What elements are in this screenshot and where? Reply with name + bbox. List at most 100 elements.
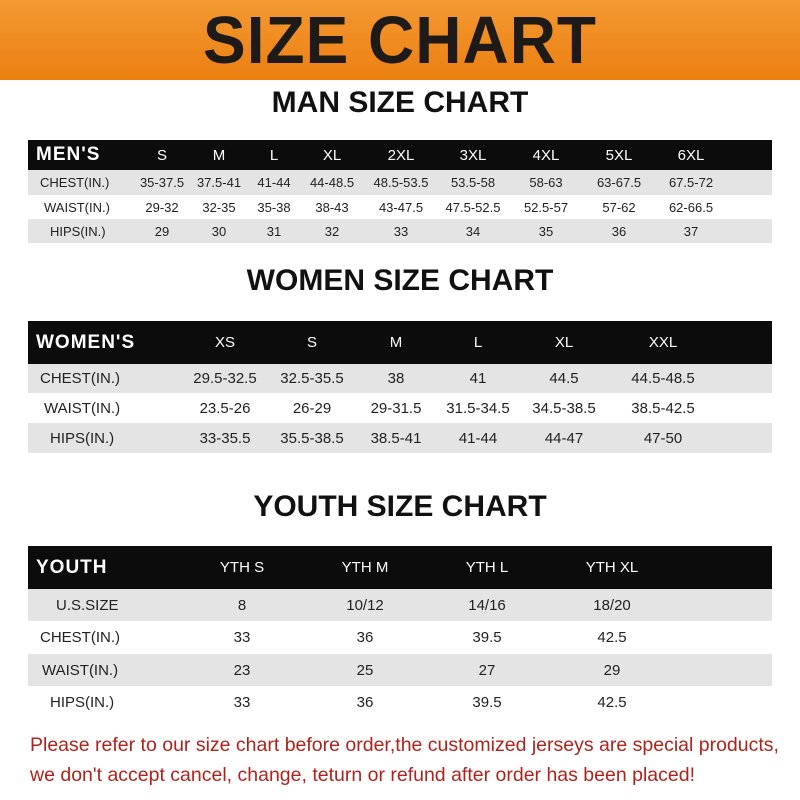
size-header: XL bbox=[554, 334, 574, 351]
table-cell: 42.5 bbox=[597, 629, 627, 646]
table-cell: 33-35.5 bbox=[199, 429, 251, 447]
table-cell: 35 bbox=[538, 223, 554, 239]
table-row: U.S.SIZE 8 10/12 14/16 18/20 bbox=[28, 589, 772, 621]
table-cell: 35-38 bbox=[257, 199, 291, 215]
table-cell: 29-32 bbox=[145, 199, 179, 215]
table-row: WAIST(IN.) 23.5-26 26-29 29-31.5 31.5-34.5 34… bbox=[28, 393, 772, 423]
row-label: WAIST(IN.) bbox=[44, 399, 121, 417]
size-header: L bbox=[269, 146, 279, 164]
table-cell: 36 bbox=[356, 694, 374, 711]
row-label: WAIST(IN.) bbox=[42, 661, 119, 679]
size-header: S bbox=[156, 146, 168, 164]
note-line-2: we don't accept cancel, change, teturn o… bbox=[30, 764, 695, 786]
size-header: XL bbox=[322, 146, 342, 164]
table-cell: 47-50 bbox=[643, 429, 683, 447]
table-cell: 32-35 bbox=[202, 199, 236, 215]
table-cell: 26-29 bbox=[292, 399, 332, 417]
size-header: YTH XL bbox=[585, 559, 639, 576]
table-cell: 44-48.5 bbox=[309, 175, 355, 190]
table-cell: 52.5-57 bbox=[523, 199, 569, 215]
table-row: CHEST(IN.) 29.5-32.5 32.5-35.5 38 41 44.5 44.5… bbox=[28, 364, 772, 393]
table-cell: 35-37.5 bbox=[139, 175, 185, 190]
table-cell: 23 bbox=[233, 661, 251, 679]
row-label: HIPS(IN.) bbox=[50, 429, 115, 447]
table-cell: 62-66.5 bbox=[668, 199, 714, 215]
table-row: CHEST(IN.) 33 36 39.5 42.5 bbox=[28, 621, 772, 654]
table-cell: 33 bbox=[233, 694, 251, 711]
men-header-row: MEN'S S M L XL 2XL 3XL 4XL 5XL 6XL bbox=[28, 140, 772, 170]
table-cell: 31 bbox=[266, 223, 282, 239]
table-cell: 33 bbox=[393, 223, 409, 239]
size-header: 5XL bbox=[605, 146, 633, 164]
table-cell: 36 bbox=[356, 629, 374, 646]
table-cell: 43-47.5 bbox=[378, 199, 424, 215]
row-label: CHEST(IN.) bbox=[40, 629, 120, 646]
row-label: WAIST(IN.) bbox=[44, 199, 110, 215]
table-row: WAIST(IN.) 29-32 32-35 35-38 38-43 43-47.5 47.… bbox=[28, 195, 772, 219]
table-cell: 37 bbox=[683, 223, 699, 239]
table-cell: 38.5-41 bbox=[370, 429, 422, 447]
table-cell: 29 bbox=[603, 661, 621, 679]
table-cell: 18/20 bbox=[593, 596, 631, 614]
table-cell: 14/16 bbox=[468, 596, 506, 614]
women-title: WOMEN SIZE CHART bbox=[246, 264, 554, 297]
table-cell: 41 bbox=[469, 370, 487, 387]
table-cell: 34 bbox=[465, 223, 481, 239]
table-cell: 31.5-34.5 bbox=[446, 399, 510, 417]
size-header: 2XL bbox=[387, 146, 415, 164]
table-cell: 47.5-52.5 bbox=[445, 199, 501, 215]
row-label: HIPS(IN.) bbox=[50, 223, 106, 239]
size-header: M bbox=[212, 146, 226, 164]
table-cell: 29 bbox=[154, 223, 170, 239]
table-cell: 67.5-72 bbox=[668, 175, 714, 190]
youth-header-row: YOUTH YTH S YTH M YTH L YTH XL bbox=[28, 546, 772, 589]
table-cell: 39.5 bbox=[472, 694, 502, 711]
table-cell: 34.5-38.5 bbox=[532, 399, 596, 417]
table-cell: 44-47 bbox=[544, 429, 584, 447]
table-cell: 32 bbox=[324, 223, 340, 239]
table-cell: 29-31.5 bbox=[370, 399, 422, 417]
table-row: HIPS(IN.) 33 36 39.5 42.5 bbox=[28, 686, 772, 719]
table-row: HIPS(IN.) 29 30 31 32 33 34 35 36 37 bbox=[28, 219, 772, 243]
size-header: L bbox=[473, 334, 483, 351]
table-cell: 27 bbox=[478, 661, 496, 679]
table-cell: 38 bbox=[387, 370, 405, 387]
table-cell: 23.5-26 bbox=[199, 399, 251, 417]
size-header: XXL bbox=[648, 334, 678, 351]
size-header: M bbox=[389, 334, 403, 351]
table-cell: 29.5-32.5 bbox=[193, 370, 257, 387]
note-line-1: Please refer to our size chart before or… bbox=[30, 734, 779, 756]
table-cell: 33 bbox=[233, 629, 251, 646]
table-cell: 25 bbox=[356, 661, 374, 679]
table-cell: 48.5-53.5 bbox=[373, 175, 429, 190]
table-cell: 32.5-35.5 bbox=[280, 370, 344, 387]
header-label: WOMEN'S bbox=[36, 331, 136, 353]
row-label: CHEST(IN.) bbox=[40, 175, 110, 190]
table-cell: 35.5-38.5 bbox=[280, 429, 344, 447]
table-cell: 57-62 bbox=[602, 199, 636, 215]
size-header: 4XL bbox=[532, 146, 560, 164]
banner-title: SIZE CHART bbox=[203, 2, 597, 78]
size-header: XS bbox=[214, 334, 236, 351]
table-cell: 39.5 bbox=[472, 629, 502, 646]
header-label: MEN'S bbox=[36, 144, 101, 165]
size-header: YTH L bbox=[465, 559, 509, 576]
row-label: U.S.SIZE bbox=[56, 596, 119, 614]
table-cell: 38.5-42.5 bbox=[631, 399, 695, 417]
table-cell: 38-43 bbox=[315, 199, 349, 215]
table-cell: 58-63 bbox=[529, 175, 563, 190]
table-row: WAIST(IN.) 23 25 27 29 bbox=[28, 654, 772, 686]
table-cell: 44.5 bbox=[549, 370, 579, 387]
table-cell: 63-67.5 bbox=[596, 175, 642, 190]
table-row: CHEST(IN.) 35-37.5 37.5-41 41-44 44-48.5 48.5… bbox=[28, 170, 772, 195]
men-size-table: MEN'S S M L XL 2XL 3XL 4XL 5XL 6XL CHEST(IN.) 35-37… bbox=[28, 140, 772, 243]
table-cell: 41-44 bbox=[458, 429, 498, 447]
size-header: 6XL bbox=[677, 146, 705, 164]
table-cell: 41-44 bbox=[257, 175, 291, 190]
table-cell: 8 bbox=[237, 596, 247, 614]
size-header: S bbox=[306, 334, 318, 351]
table-row: HIPS(IN.) 33-35.5 35.5-38.5 38.5-41 41-44 44-… bbox=[28, 423, 772, 453]
row-label: HIPS(IN.) bbox=[50, 694, 115, 711]
table-cell: 53.5-58 bbox=[450, 175, 496, 190]
table-cell: 42.5 bbox=[597, 694, 627, 711]
